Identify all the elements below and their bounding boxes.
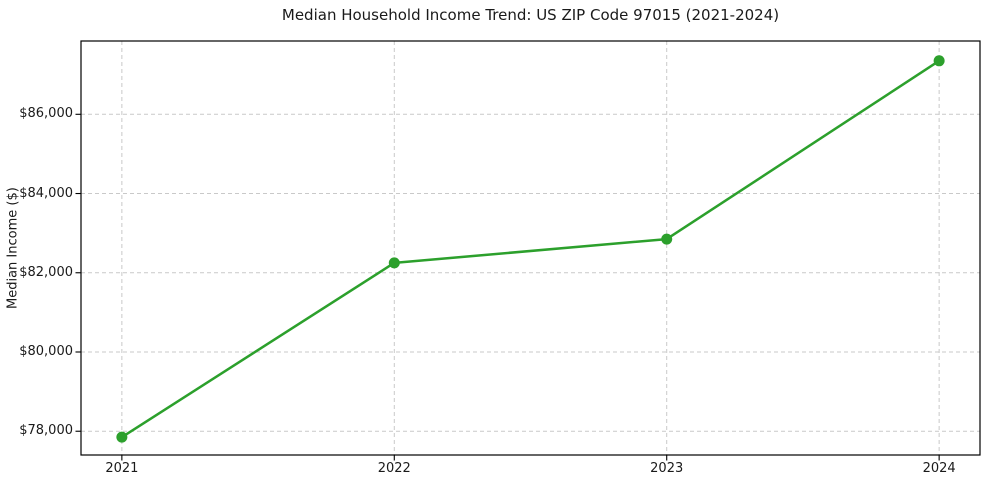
plot-canvas — [75, 40, 981, 461]
data-points — [116, 55, 945, 443]
y-tick-label: $84,000 — [19, 185, 73, 201]
data-point-2022 — [388, 257, 400, 269]
x-tick-label: 2021 — [105, 461, 139, 476]
y-tick-label: $86,000 — [19, 106, 73, 122]
data-point-2024 — [933, 55, 945, 67]
plot-area — [75, 40, 981, 461]
chart-title: Median Household Income Trend: US ZIP Co… — [281, 6, 780, 24]
axis-ticks — [75, 113, 940, 461]
x-tick-label: 2022 — [377, 461, 411, 476]
vertical-gridlines — [121, 41, 940, 455]
trend-line — [120, 59, 941, 439]
data-point-2023 — [661, 233, 673, 245]
data-point-2021 — [116, 431, 128, 443]
x-tick-label: 2023 — [650, 461, 684, 476]
y-tick-label: $78,000 — [19, 423, 73, 439]
y-axis-title: Median Income ($) — [5, 187, 21, 309]
plot-border — [80, 40, 981, 456]
horizontal-gridlines — [81, 113, 980, 432]
x-tick-label: 2024 — [922, 461, 956, 476]
y-tick-label: $80,000 — [19, 343, 73, 359]
y-tick-label: $82,000 — [19, 264, 73, 280]
